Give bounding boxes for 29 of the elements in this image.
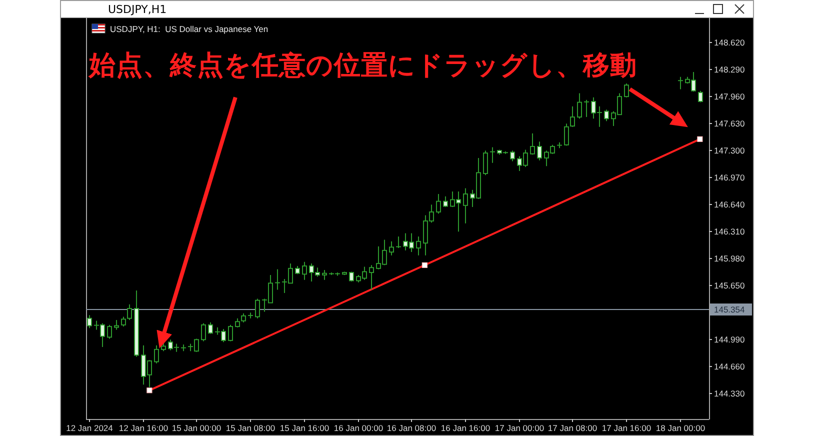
x-tick-label: 18 Jan 00:00: [656, 423, 706, 433]
x-tick-label: 17 Jan 08:00: [548, 423, 598, 433]
ref-line-label: 145.354: [714, 304, 745, 314]
x-tick-label: 12 Jan 16:00: [118, 423, 168, 433]
y-tick-label: 144.660: [714, 362, 745, 372]
y-tick-label: 146.970: [714, 172, 745, 182]
y-tick-label: 147.630: [714, 118, 745, 128]
x-tick-label: 12 Jan 2024: [66, 423, 113, 433]
title: USDJPY,H1: [108, 3, 167, 16]
y-tick-label: 144.330: [714, 388, 745, 398]
annotation: 始点、終点を任意の位置にドラッグし、移動: [89, 50, 637, 81]
y-tick-label: 145.980: [714, 254, 745, 264]
x-tick-label: 17 Jan 16:00: [602, 423, 652, 433]
y-tick-label: 147.300: [714, 146, 745, 156]
x-tick-label: 16 Jan 08:00: [386, 423, 436, 433]
x-tick-label: 16 Jan 00:00: [334, 423, 384, 433]
y-tick-label: 144.990: [714, 334, 745, 344]
x-tick-label: 15 Jan 00:00: [172, 423, 222, 433]
x-tick-label: 17 Jan 00:00: [494, 423, 544, 433]
x-tick-label: 15 Jan 16:00: [280, 423, 330, 433]
x-tick-label: 16 Jan 16:00: [440, 423, 490, 433]
y-tick-label: 148.290: [714, 64, 745, 74]
y-tick-label: 146.640: [714, 200, 745, 210]
y-tick-label: 148.620: [714, 38, 745, 48]
x-tick-label: 15 Jan 08:00: [226, 423, 276, 433]
y-tick-label: 146.310: [714, 226, 745, 236]
y-tick-label: 145.650: [714, 280, 745, 290]
y-tick-label: 147.960: [714, 92, 745, 102]
subtitle: USDJPY, H1: US Dollar vs Japanese Yen: [110, 24, 268, 34]
